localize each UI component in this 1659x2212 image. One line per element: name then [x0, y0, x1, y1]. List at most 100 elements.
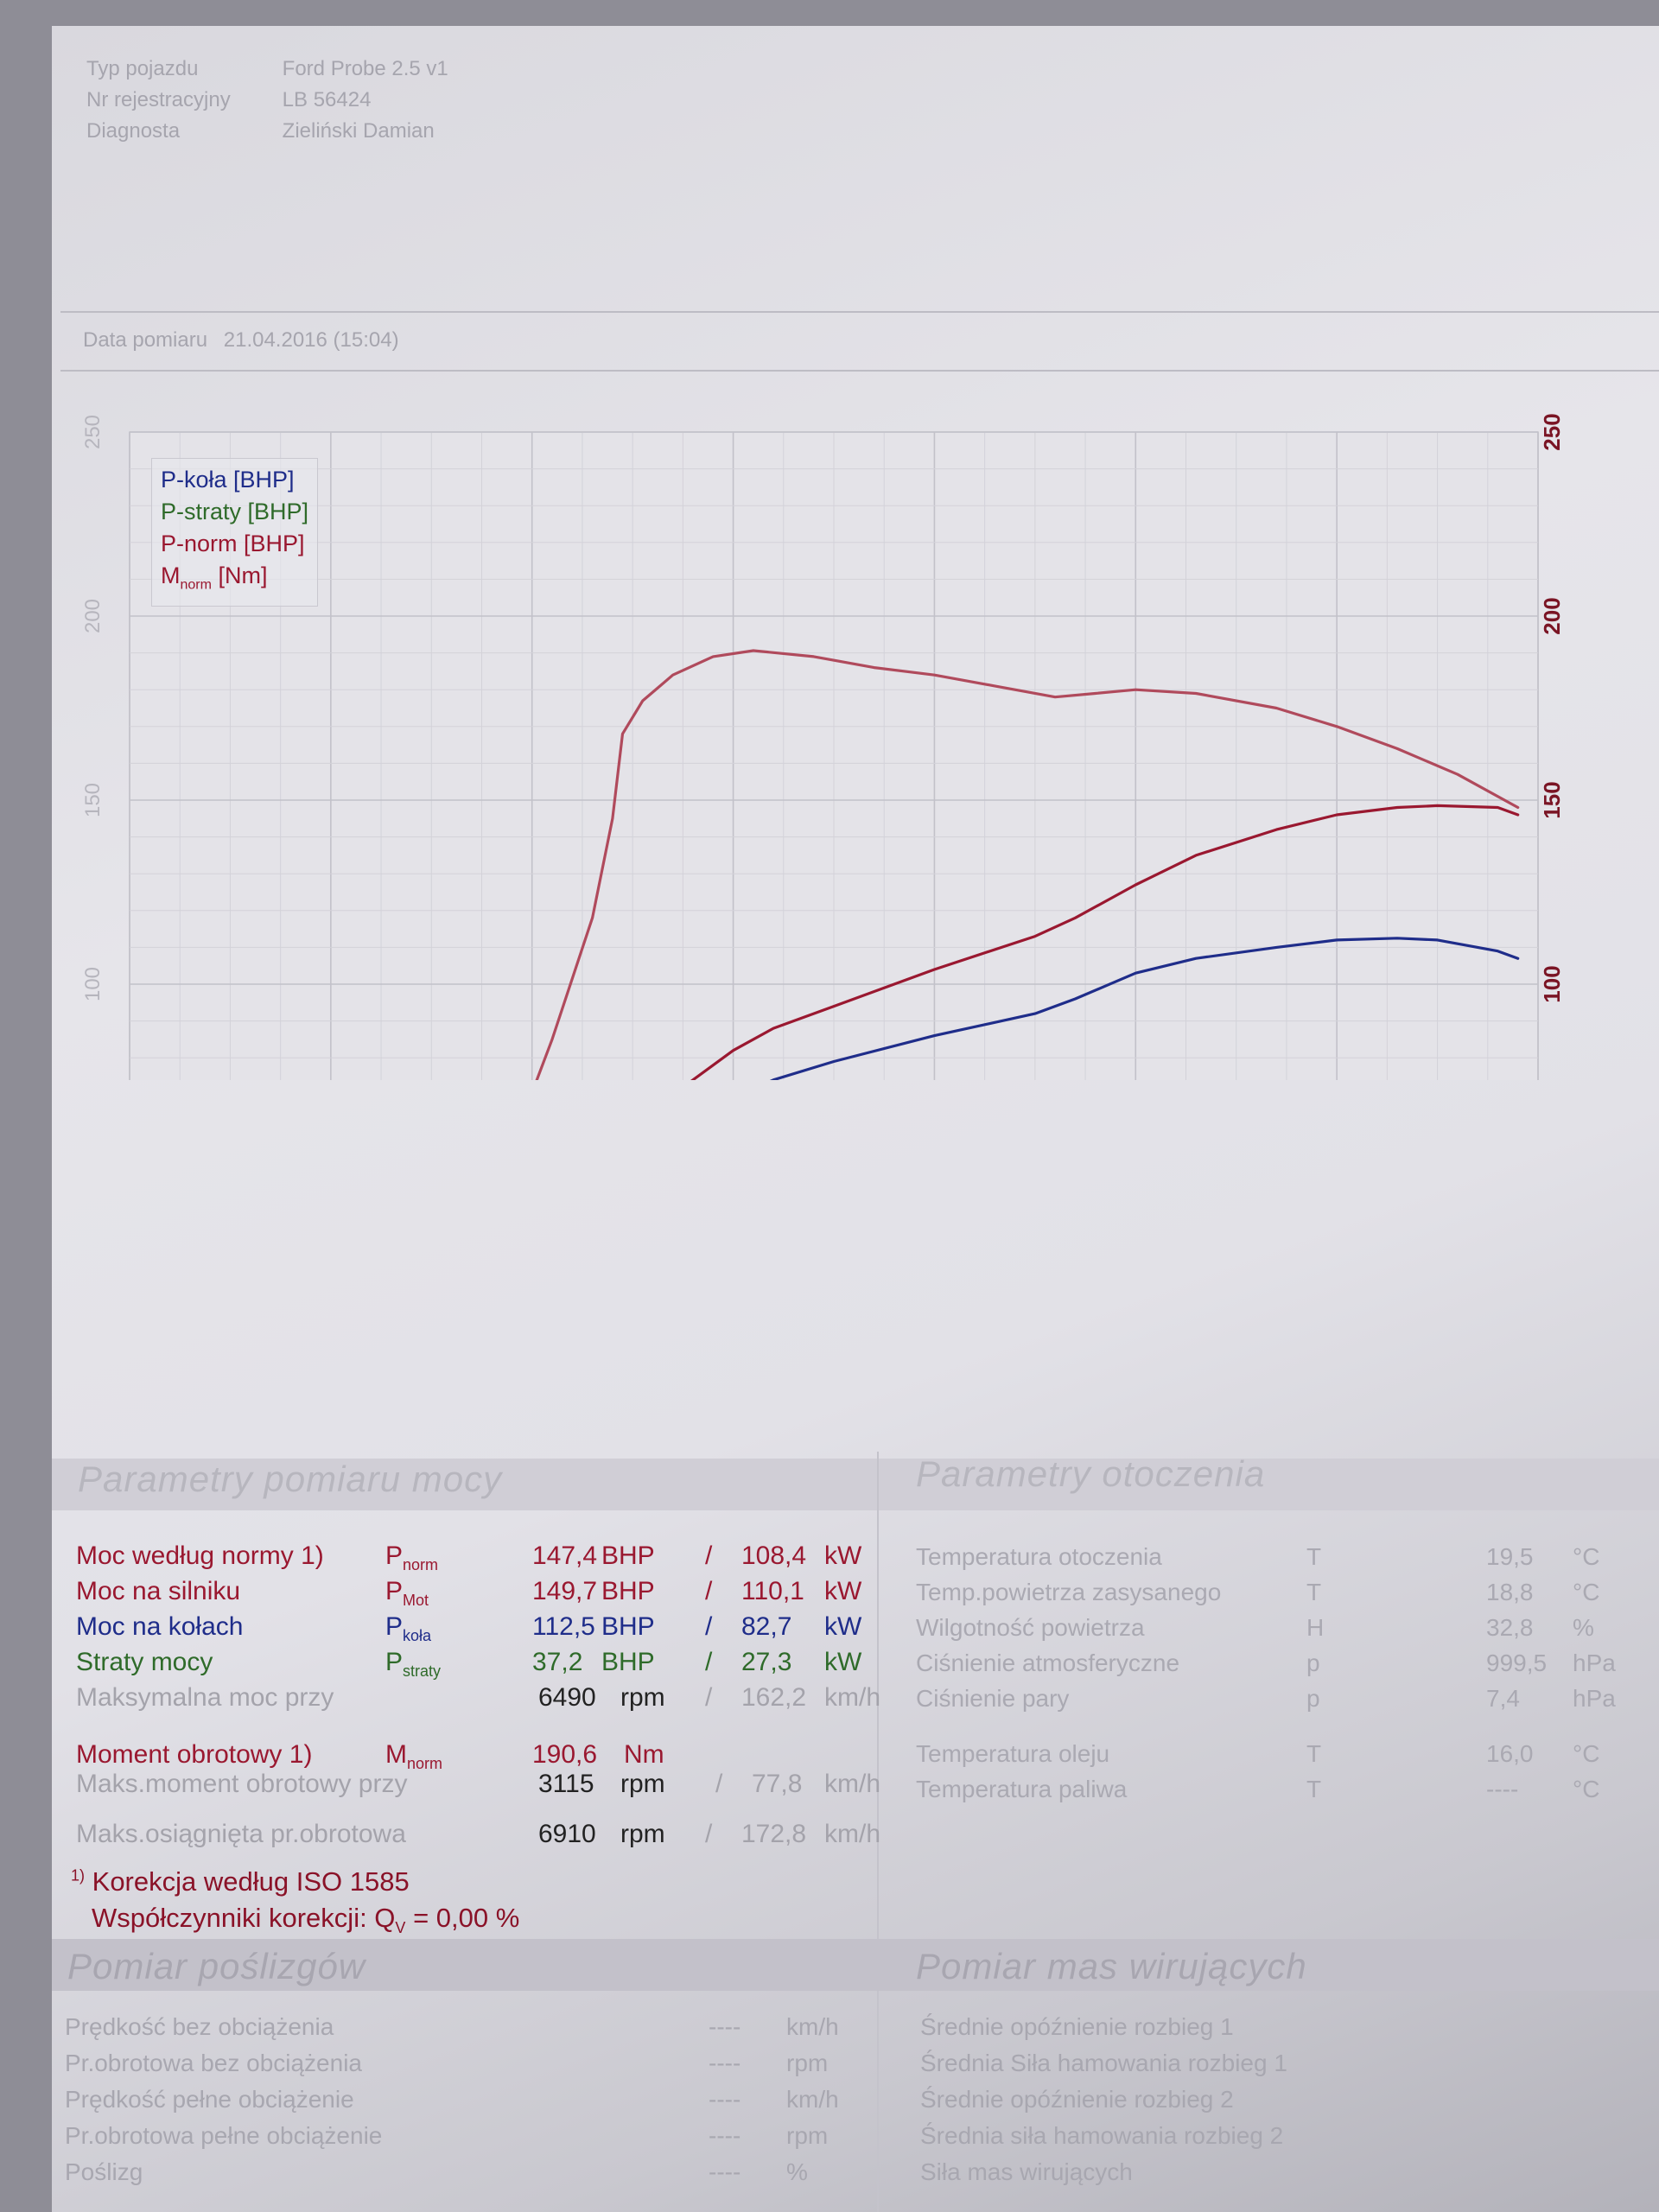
env-row-value: 7,4: [1486, 1685, 1520, 1712]
legend-p-kola: P-koła [BHP]: [161, 467, 295, 493]
slip-row: Poślizg ----%: [65, 2158, 868, 2190]
legend-p-norm: P-norm [BHP]: [161, 531, 305, 556]
power-row-kw-unit: kW: [824, 1541, 862, 1570]
mass-row: Średnia Siła hamowania rozbieg 1: [920, 2050, 1287, 2077]
slip-row-label: Prędkość bez obciążenia: [65, 2013, 334, 2040]
env-row-value: 32,8: [1486, 1614, 1534, 1641]
mass-params-title: Pomiar mas wirujących: [916, 1946, 1307, 1986]
power-row-bhp-unit: BHP: [601, 1541, 655, 1570]
mass-row: Siła mas wirujących: [920, 2158, 1133, 2186]
slip-row-unit: km/h: [786, 2013, 839, 2040]
correction-coeff-value: = 0,00 %: [413, 1903, 520, 1933]
env-row-unit: %: [1573, 1614, 1594, 1641]
power-row-sym: P: [385, 1577, 404, 1605]
torque-value: 190,6: [532, 1740, 598, 1769]
legend-m-norm-unit: [Nm]: [218, 563, 268, 588]
slip-row-unit: rpm: [786, 2122, 829, 2149]
env-row: Ciśnienie atmosferyczne p 999,5 hPa: [916, 1649, 1642, 1681]
env-row-unit: °C: [1573, 1543, 1600, 1570]
torque-unit: Nm: [624, 1740, 664, 1769]
power-row-kw-value: 27,3: [741, 1648, 792, 1676]
chart-legend: P-koła [BHP] P-straty [BHP] P-norm [BHP]…: [151, 458, 319, 607]
mass-row-label: Średnia siła hamowania rozbieg 2: [920, 2122, 1284, 2149]
power-row-symbol: Pkoła: [385, 1612, 431, 1645]
vehicle-type-label: Typ pojazdu: [86, 57, 199, 80]
max-rpm-value: 6910: [538, 1820, 596, 1848]
power-params-title: Parametry pomiaru mocy: [78, 1459, 503, 1499]
measurement-date-row: Data pomiaru 21.04.2016 (15:04): [83, 328, 399, 353]
series-line-p-kola: [769, 937, 1520, 1080]
mass-row-label: Siła mas wirujących: [920, 2158, 1133, 2185]
env-row: Ciśnienie pary p 7,4 hPa: [916, 1685, 1642, 1716]
mass-row-label: Średnie opóźnienie rozbieg 2: [920, 2086, 1234, 2113]
max-power-rpm-unit: rpm: [620, 1683, 665, 1712]
y-tick-label-left: 250: [81, 415, 105, 449]
mass-row: Średnie opóźnienie rozbieg 2: [920, 2086, 1234, 2113]
max-torque-speed: 77,8: [752, 1770, 803, 1798]
env-row-value: 999,5: [1486, 1649, 1548, 1676]
registration-label: Nr rejestracyjny: [86, 88, 231, 111]
power-row-bhp-unit: BHP: [601, 1648, 655, 1676]
power-row-slash: /: [705, 1577, 713, 1605]
env-row-symbol: T: [1306, 1776, 1322, 1802]
max-power-rpm: 6490: [538, 1683, 596, 1712]
slip-row-value: ----: [709, 2013, 741, 2040]
params-title-band: [52, 1459, 1659, 1510]
series-line-m-norm: [535, 649, 1520, 1080]
power-row-sub: koła: [403, 1627, 432, 1644]
env-row: Temp.powietrza zasysanego T 18,8 °C: [916, 1579, 1642, 1610]
max-torque-slash: /: [715, 1770, 723, 1798]
diagnostician-row: Diagnosta Zieliński Damian: [86, 119, 435, 143]
power-row-bhp-value: 37,2: [532, 1648, 583, 1676]
registration-row: Nr rejestracyjny LB 56424: [86, 88, 371, 112]
env-row-symbol: T: [1306, 1740, 1322, 1767]
power-row-kw-unit: kW: [824, 1577, 862, 1605]
power-row-sym: P: [385, 1612, 404, 1641]
measurement-date-value: 21.04.2016 (15:04): [223, 328, 399, 352]
max-rpm-label: Maks.osiągnięta pr.obrotowa: [76, 1820, 406, 1848]
power-row-sym: P: [385, 1541, 404, 1570]
series-line-p-norm: [690, 804, 1520, 1080]
legend-m-norm: Mnorm [Nm]: [161, 560, 308, 601]
power-row-kw-value: 82,7: [741, 1612, 792, 1641]
env-row-symbol: T: [1306, 1579, 1322, 1605]
env-row-value: 16,0: [1486, 1740, 1534, 1767]
max-rpm-row: Maks.osiągnięta pr.obrotowa 6910 rpm / 1…: [76, 1820, 880, 1854]
slip-row: Prędkość pełne obciążenie ---- km/h: [65, 2086, 868, 2117]
y-tick-label-right: 150: [1539, 781, 1565, 818]
torque-sym: M: [385, 1740, 407, 1769]
power-row-sub: Mot: [403, 1592, 429, 1609]
power-row-bhp-unit: BHP: [601, 1612, 655, 1641]
env-row: Temperatura paliwa T ---- °C: [916, 1776, 1642, 1807]
torque-label: Moment obrotowy 1): [76, 1740, 313, 1769]
y-tick-label-right: 200: [1539, 597, 1565, 634]
env-row-label: Temperatura otoczenia: [916, 1543, 1162, 1570]
mass-row: Średnie opóźnienie rozbieg 1: [920, 2013, 1234, 2041]
env-row-symbol: T: [1306, 1543, 1322, 1570]
header-divider: [60, 311, 1659, 313]
dyno-chart: 0501001502002500501001502002500100020003…: [81, 413, 1565, 1080]
power-row-bhp-unit: BHP: [601, 1577, 655, 1605]
max-rpm-speed-unit: km/h: [824, 1820, 881, 1848]
max-torque-rpm-unit: rpm: [620, 1770, 665, 1798]
torque-row: Moment obrotowy 1) Mnorm 190,6 Nm: [76, 1740, 871, 1775]
slip-row-unit: rpm: [786, 2050, 829, 2076]
slip-row-value: ----: [709, 2158, 741, 2185]
correction-mark: 1): [71, 1866, 86, 1885]
env-row-unit: °C: [1573, 1579, 1600, 1605]
env-row-label: Wilgotność powietrza: [916, 1614, 1145, 1641]
legend-m-norm-symbol: M: [161, 563, 181, 588]
power-row: Moc według normy 1) Pnorm 147,4 BHP / 108,4 kW: [76, 1541, 871, 1576]
slip-row-value: ----: [709, 2122, 741, 2149]
env-row-symbol: H: [1306, 1614, 1325, 1641]
power-row-label: Moc według normy 1): [76, 1541, 324, 1570]
power-row-label: Moc na kołach: [76, 1612, 244, 1641]
torque-sub: norm: [407, 1755, 443, 1772]
power-row-slash: /: [705, 1541, 713, 1570]
power-row: Moc na silniku PMot 149,7 BHP / 110,1 kW: [76, 1577, 871, 1611]
power-row-sub: straty: [403, 1662, 442, 1680]
env-row-value: 18,8: [1486, 1579, 1534, 1605]
max-rpm-speed: 172,8: [741, 1820, 807, 1848]
diagnostician-value: Zieliński Damian: [282, 119, 435, 143]
vehicle-type-row: Typ pojazdu Ford Probe 2.5 v1: [86, 57, 448, 81]
